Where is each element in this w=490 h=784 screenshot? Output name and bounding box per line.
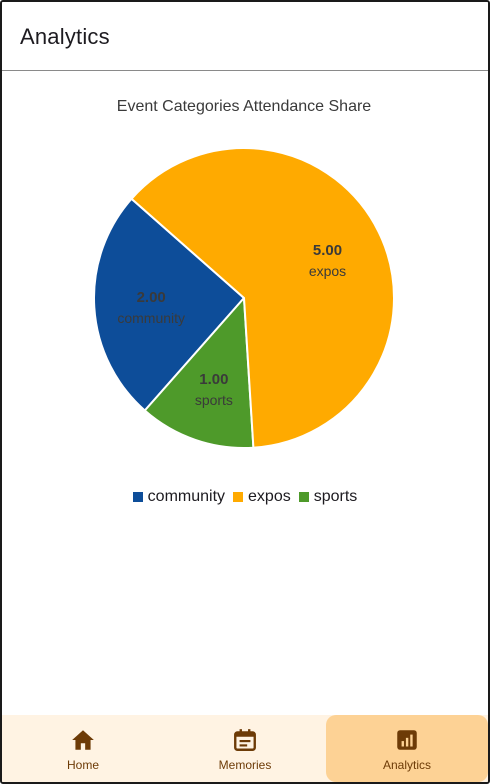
legend-item-expos: expos <box>233 488 291 506</box>
nav-label-analytics: Analytics <box>382 758 432 772</box>
legend-label-sports: sports <box>313 488 358 505</box>
pie-slice-expos <box>130 147 395 449</box>
pie-slice-sports <box>143 295 255 449</box>
legend-label-expos: expos <box>248 488 291 505</box>
home-icon <box>72 730 94 750</box>
calendar-icon <box>234 729 256 751</box>
slice-name-community: community <box>117 310 185 326</box>
legend-item-sports: sports <box>298 488 358 506</box>
legend-swatch-expos <box>233 492 244 502</box>
pie-slice-community <box>93 197 246 412</box>
nav-item-home[interactable]: Home <box>2 715 164 782</box>
chart-legend: community expos sports <box>2 488 488 506</box>
nav-label-home: Home <box>66 758 99 772</box>
slice-name-sports: sports <box>195 392 233 408</box>
analytics-icon <box>397 730 417 750</box>
nav-item-memories[interactable]: Memories <box>164 715 326 782</box>
bottom-navigation: Home Memories Analytics <box>2 715 488 782</box>
pie-chart-svg: Event Categories Attendance Share 2.00 co… <box>93 98 395 449</box>
legend-label-community: community <box>147 488 226 505</box>
page-title: Analytics <box>20 24 110 49</box>
app-bar: Analytics <box>2 2 488 71</box>
nav-label-memories: Memories <box>218 758 272 772</box>
slice-value-sports: 1.00 <box>199 371 228 388</box>
slice-value-community: 2.00 <box>137 289 166 306</box>
legend-swatch-community <box>132 492 143 502</box>
slice-name-expos: expos <box>309 263 346 279</box>
legend-item-community: community <box>132 488 226 506</box>
chart-title: Event Categories Attendance Share <box>117 98 371 115</box>
pie-chart: Event Categories Attendance Share 2.00 co… <box>2 72 488 512</box>
slice-value-expos: 5.00 <box>313 242 342 259</box>
nav-item-analytics[interactable]: Analytics <box>326 715 488 782</box>
legend-swatch-sports <box>298 492 309 502</box>
